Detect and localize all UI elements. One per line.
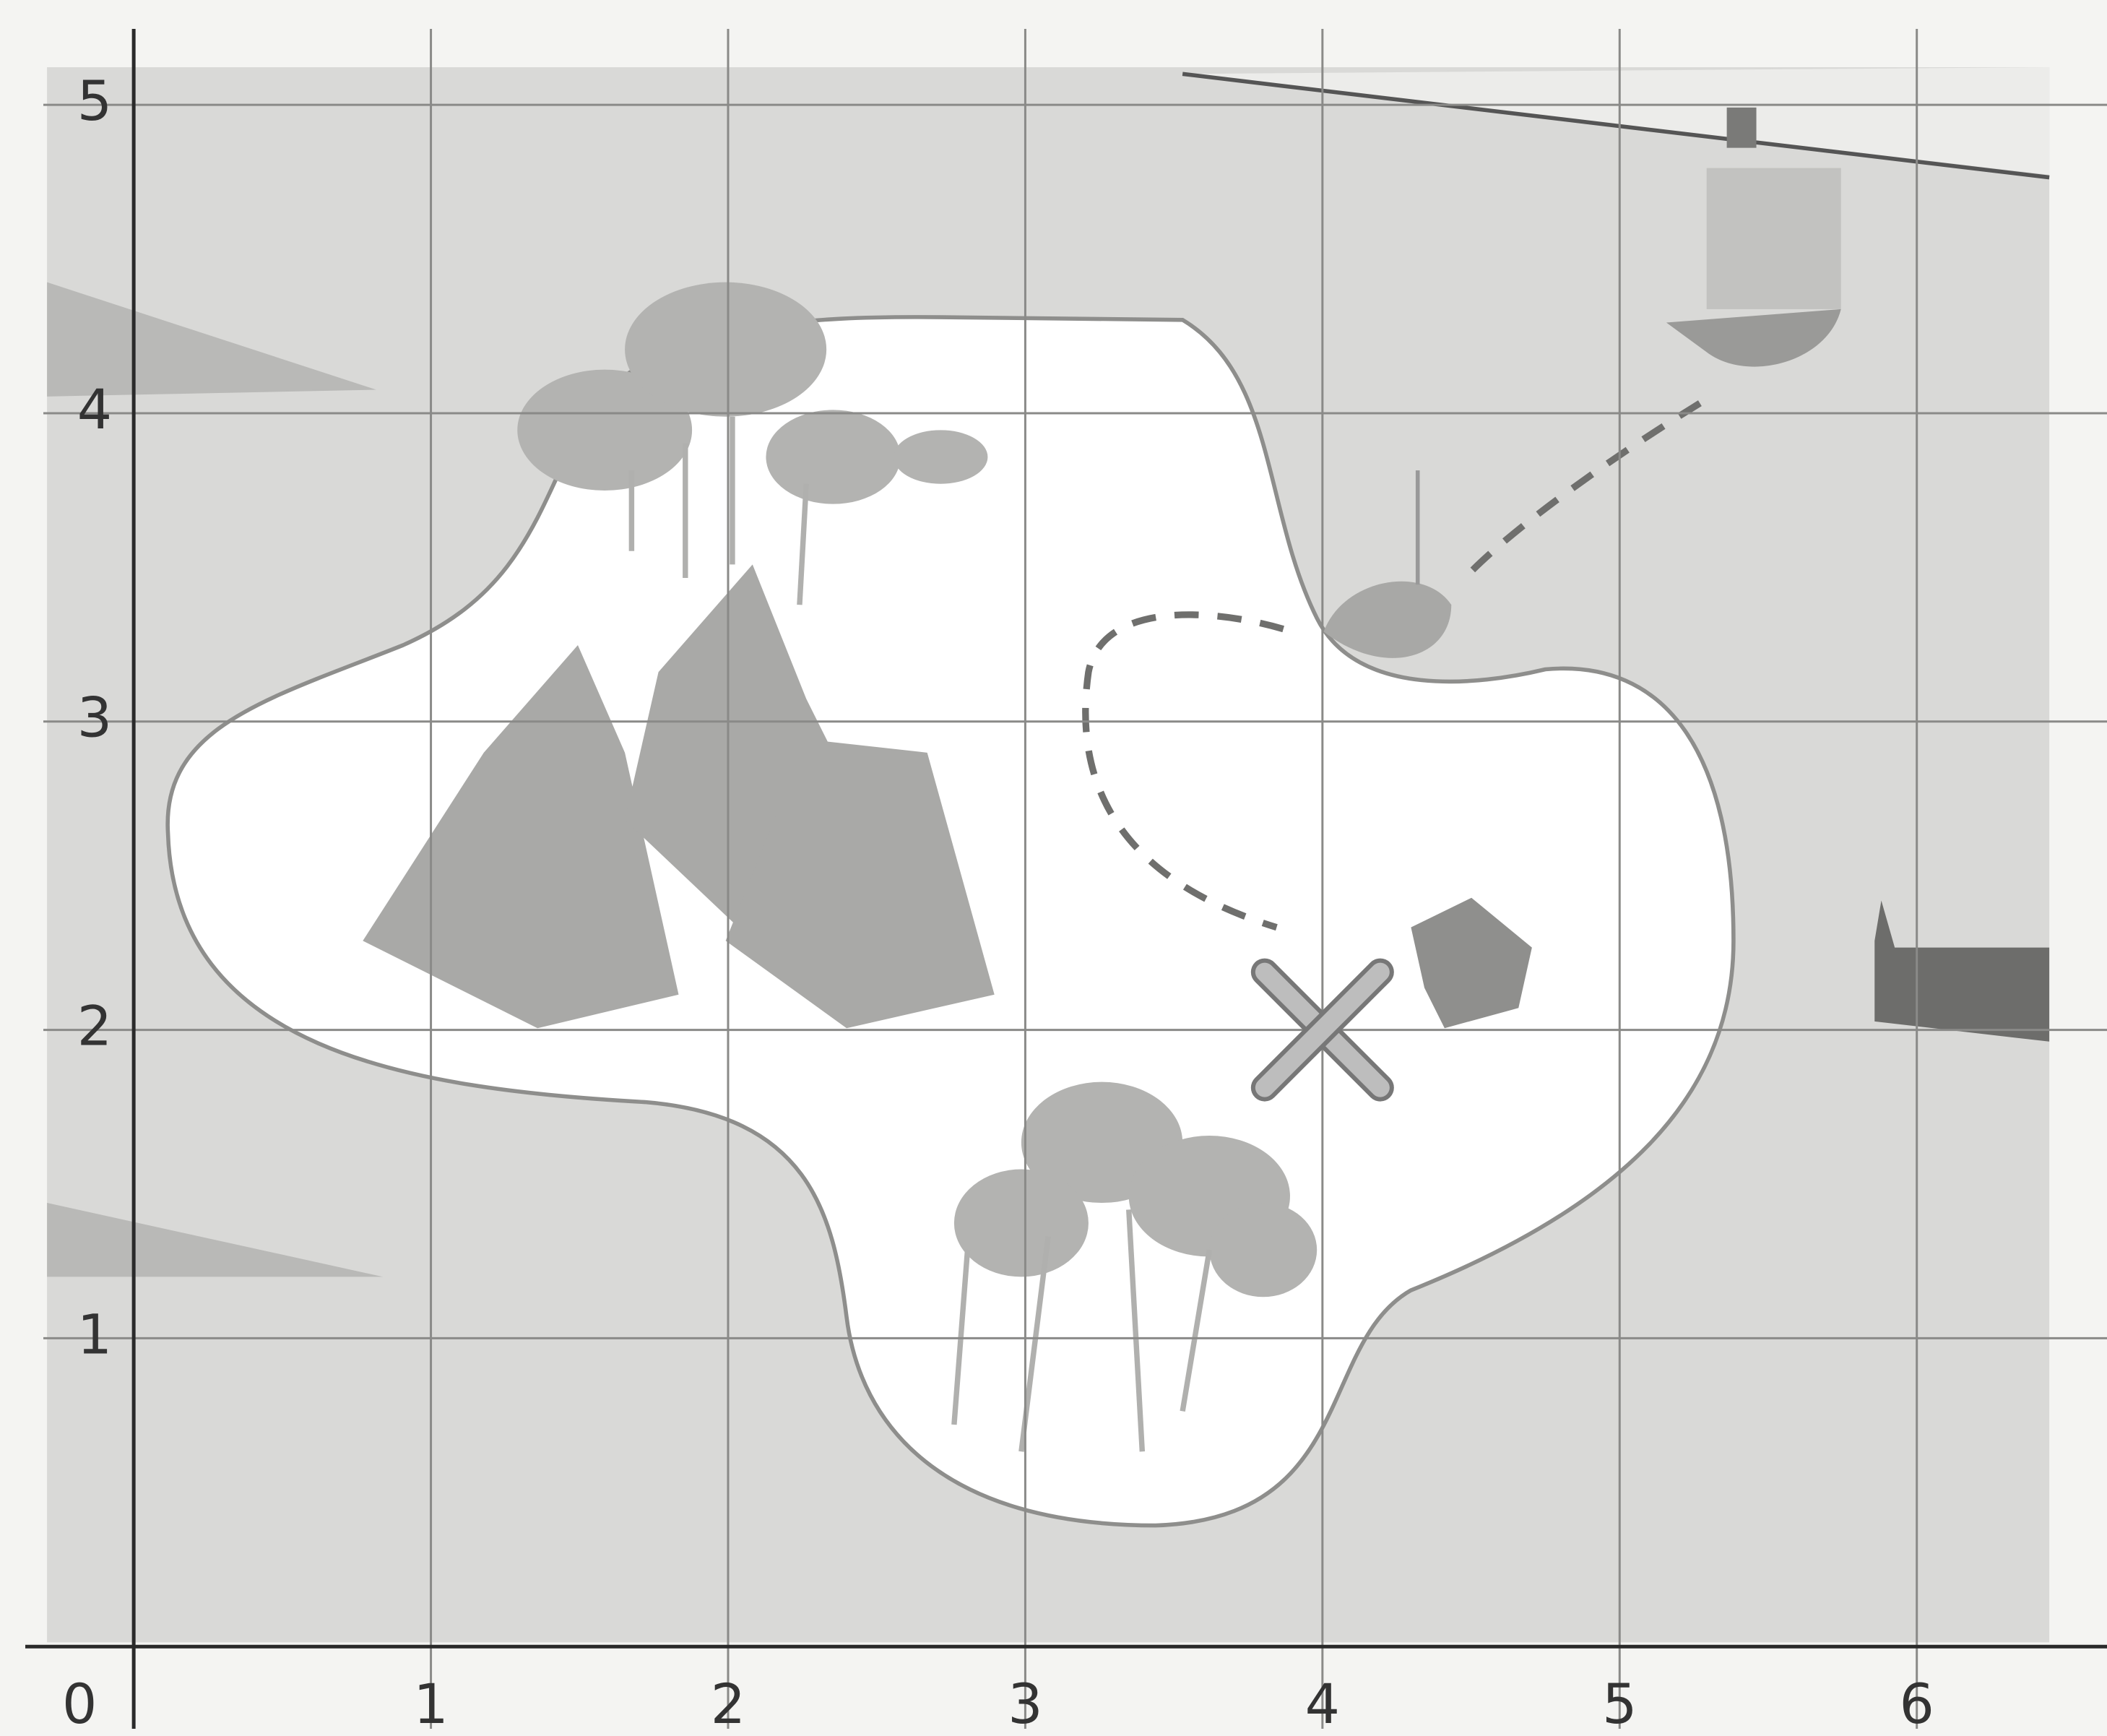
x-tick-label: 3 [1008, 1672, 1042, 1736]
rock [1874, 900, 2050, 1042]
y-tick-label: 1 [77, 1302, 112, 1366]
x-marker-stroke [1255, 962, 1390, 1097]
rock [47, 1203, 384, 1277]
y-tick-label: 4 [77, 377, 112, 441]
shore [1182, 67, 2050, 175]
treasure-chest [1411, 897, 1532, 1029]
x-tick-label: 4 [1305, 1672, 1340, 1736]
ship-flag [1726, 107, 1757, 148]
x-tick-label: 1 [413, 1672, 448, 1736]
ship [1666, 308, 1841, 367]
palm-trees [517, 282, 1318, 1297]
mountains [363, 564, 995, 1029]
y-tick-label: 2 [77, 994, 112, 1058]
rock [47, 282, 376, 397]
x-tick-label: 5 [1602, 1672, 1637, 1736]
palm-trunks [628, 416, 1213, 1452]
y-tick-label: 3 [77, 686, 112, 750]
y-tick-label: 5 [77, 69, 112, 133]
x-marker [1250, 958, 1394, 1102]
x-tick-label: 2 [711, 1672, 745, 1736]
map-illustration [47, 67, 2050, 1643]
x-tick-label: 0 [62, 1672, 97, 1736]
shore-line [1182, 72, 2050, 180]
trail [1082, 400, 1702, 931]
boat [1323, 581, 1452, 658]
x-tick-label: 6 [1900, 1672, 1934, 1736]
ship-sails [1706, 168, 1841, 309]
